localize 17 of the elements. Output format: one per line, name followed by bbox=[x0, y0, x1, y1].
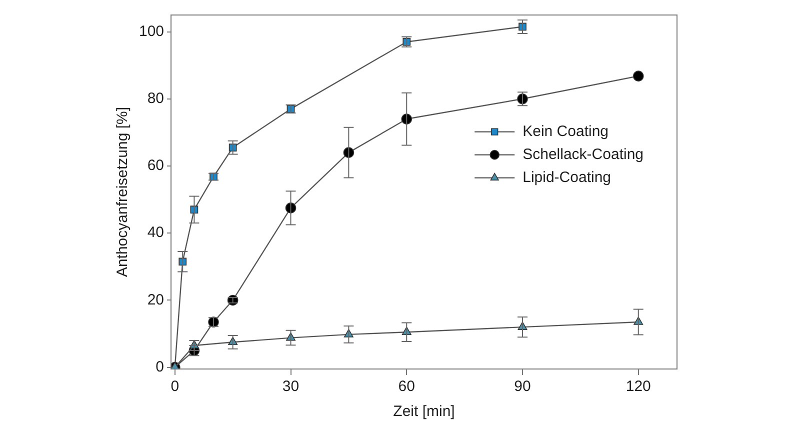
y-tick-label: 100 bbox=[138, 22, 164, 40]
x-tick-label: 90 bbox=[514, 378, 531, 396]
y-tick-label: 80 bbox=[147, 90, 164, 108]
x-tick-label: 60 bbox=[398, 378, 415, 396]
legend-label: Lipid-Coating bbox=[522, 168, 611, 186]
x-tick-label: 0 bbox=[170, 378, 180, 396]
x-tick-label: 30 bbox=[282, 378, 300, 396]
legend-label: Schellack-Coating bbox=[522, 146, 644, 163]
y-tick-label: 40 bbox=[147, 224, 164, 242]
y-tick-label: 0 bbox=[156, 358, 164, 376]
legend-label: Kein Coating bbox=[522, 122, 609, 140]
x-tick-label: 120 bbox=[626, 378, 651, 396]
y-axis-title: Anthocyanfreisetzung [%] bbox=[114, 106, 132, 278]
y-tick-label: 60 bbox=[147, 157, 164, 174]
point bbox=[632, 70, 644, 82]
x-axis-title: Zeit [min] bbox=[393, 403, 455, 420]
y-tick-label: 20 bbox=[147, 291, 164, 308]
